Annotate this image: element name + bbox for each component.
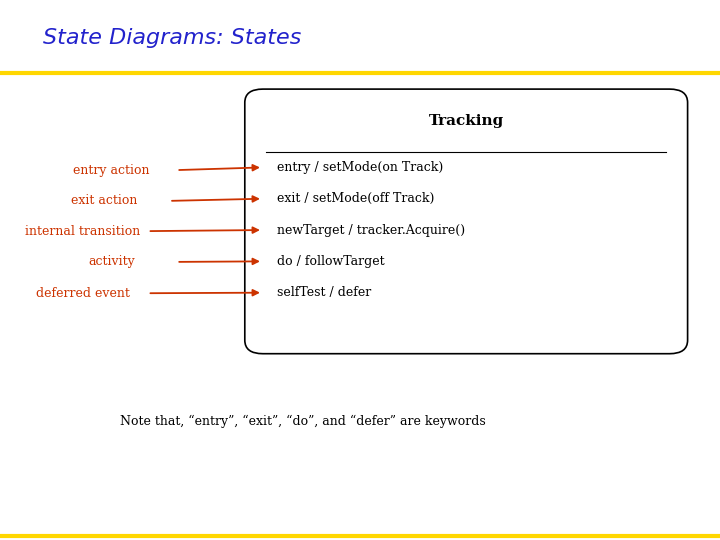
Text: exit / setMode(off Track): exit / setMode(off Track) [277, 192, 435, 205]
Text: do / followTarget: do / followTarget [277, 255, 384, 268]
FancyBboxPatch shape [245, 89, 688, 354]
Text: entry action: entry action [73, 164, 150, 177]
Text: Tracking: Tracking [429, 114, 504, 129]
Text: deferred event: deferred event [36, 287, 130, 300]
Text: State Diagrams: States: State Diagrams: States [43, 28, 302, 48]
Text: Note that, “entry”, “exit”, “do”, and “defer” are keywords: Note that, “entry”, “exit”, “do”, and “d… [120, 415, 485, 428]
Text: activity: activity [89, 255, 135, 268]
Text: entry / setMode(on Track): entry / setMode(on Track) [277, 161, 444, 174]
Text: internal transition: internal transition [25, 225, 140, 238]
Text: exit action: exit action [71, 194, 138, 207]
Text: selfTest / defer: selfTest / defer [277, 286, 372, 299]
Text: newTarget / tracker.Acquire(): newTarget / tracker.Acquire() [277, 224, 465, 237]
